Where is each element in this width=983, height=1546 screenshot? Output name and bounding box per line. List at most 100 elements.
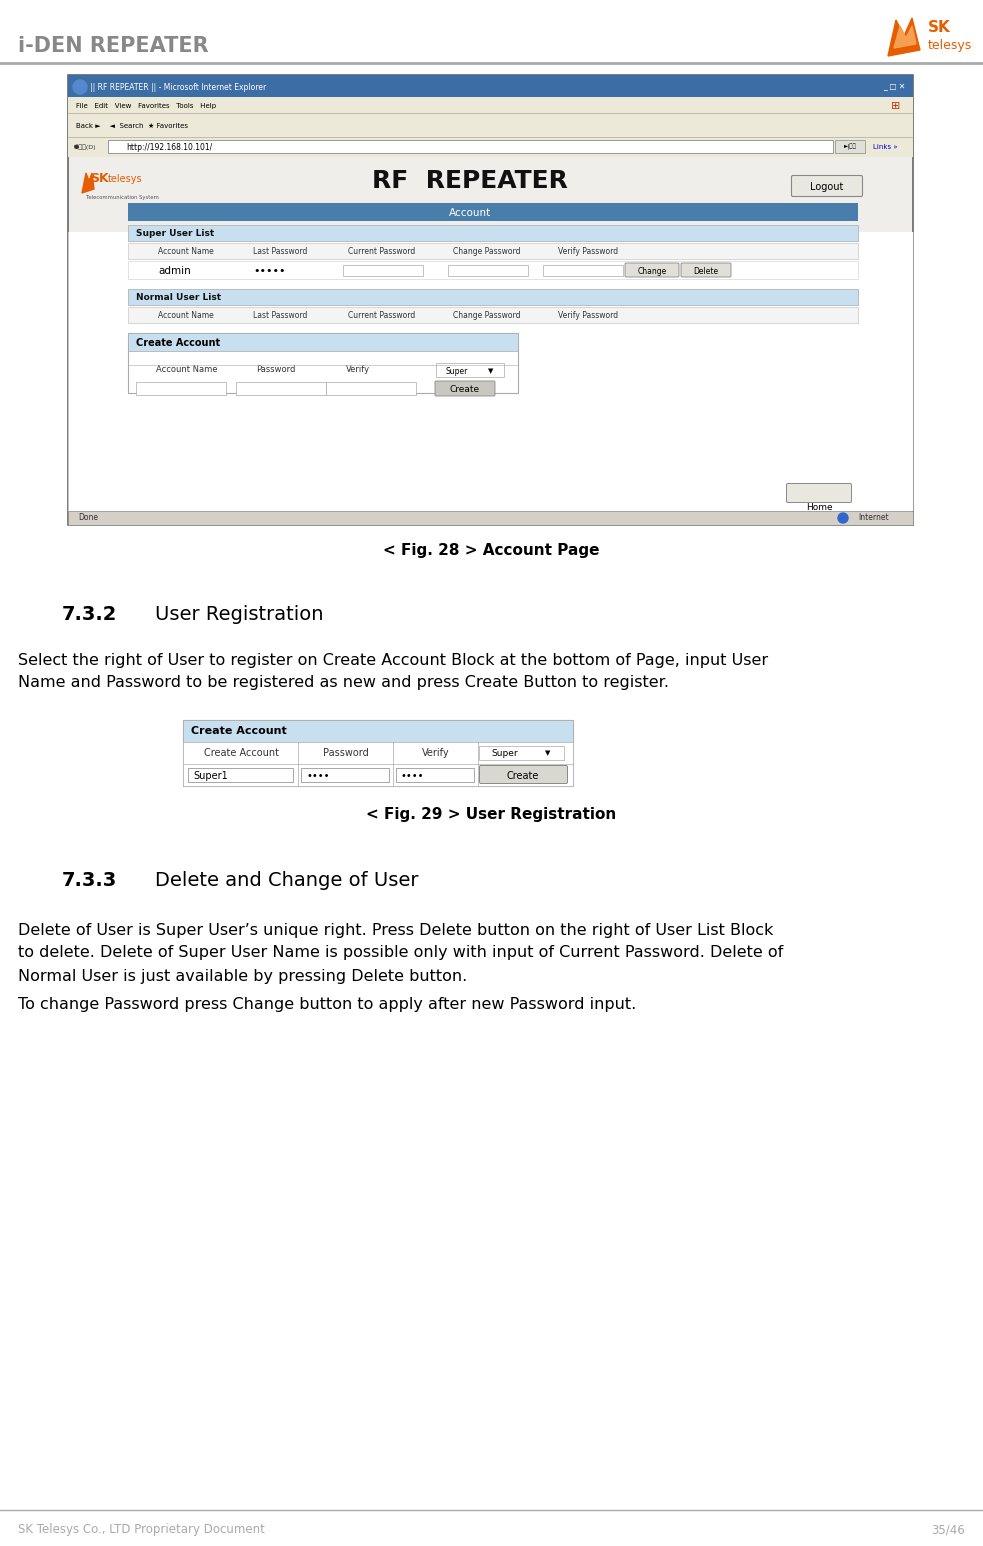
Text: Change: Change (637, 266, 666, 275)
Text: Name and Password to be registered as new and press Create Button to register.: Name and Password to be registered as ne… (18, 676, 669, 691)
FancyBboxPatch shape (480, 765, 567, 784)
Bar (68, 76, 913, 526)
Bar (68, 76, 913, 97)
Text: Create: Create (507, 771, 540, 781)
Bar (128, 243, 858, 260)
Text: 35/46: 35/46 (931, 1523, 965, 1537)
Text: •••••: ••••• (253, 266, 285, 277)
Bar (188, 768, 293, 782)
Bar (479, 747, 564, 761)
Text: SK: SK (90, 173, 109, 186)
Bar (128, 289, 858, 305)
Bar (128, 226, 858, 241)
Bar (128, 332, 518, 351)
Text: ⊞: ⊞ (891, 100, 900, 111)
Bar (183, 720, 573, 742)
Bar (835, 141, 865, 153)
Text: Normal User is just available by pressing Delete button.: Normal User is just available by pressin… (18, 968, 467, 983)
Bar (68, 113, 913, 138)
Polygon shape (82, 173, 94, 193)
Text: ••••: •••• (401, 771, 425, 781)
Bar (68, 232, 913, 512)
Text: Current Password: Current Password (348, 311, 415, 320)
FancyBboxPatch shape (435, 380, 495, 396)
Text: to delete. Delete of Super User Name is possible only with input of Current Pass: to delete. Delete of Super User Name is … (18, 946, 783, 960)
Text: ⭓地址(D): ⭓地址(D) (74, 144, 96, 150)
Text: Back ►    ◄  Search  ★ Favorites: Back ► ◄ Search ★ Favorites (76, 124, 188, 128)
Bar (301, 768, 389, 782)
Text: Super: Super (498, 748, 527, 758)
Text: Create: Create (450, 385, 480, 394)
Bar (543, 264, 623, 277)
Bar (136, 382, 226, 394)
Text: || RF REPEATER || - Microsoft Internet Explorer: || RF REPEATER || - Microsoft Internet E… (90, 82, 266, 91)
Bar (183, 742, 573, 764)
Text: telesys: telesys (108, 175, 143, 184)
Text: SK Telesys Co., LTD Proprietary Document: SK Telesys Co., LTD Proprietary Document (18, 1523, 264, 1537)
Text: Verify: Verify (346, 365, 371, 374)
Text: Verify: Verify (422, 748, 450, 758)
Text: Account Name: Account Name (158, 311, 213, 320)
Bar (343, 264, 423, 277)
Polygon shape (888, 19, 920, 56)
Text: Last Password: Last Password (253, 247, 308, 257)
Text: i-DEN REPEATER: i-DEN REPEATER (18, 36, 208, 56)
Text: Delete and Change of User: Delete and Change of User (155, 870, 419, 889)
Text: Links »: Links » (873, 144, 897, 150)
Text: 7.3.3: 7.3.3 (62, 870, 117, 889)
Text: Create Account: Create Account (136, 339, 220, 348)
Text: Home: Home (806, 504, 833, 513)
Bar (326, 382, 416, 394)
Text: ▼: ▼ (488, 368, 493, 374)
Text: Super1: Super1 (193, 771, 228, 781)
Text: Select the right of User to register on Create Account Block at the bottom of Pa: Select the right of User to register on … (18, 652, 768, 668)
Bar (108, 141, 833, 153)
Text: Change Password: Change Password (453, 311, 521, 320)
Text: 7.3.2: 7.3.2 (62, 606, 117, 625)
FancyBboxPatch shape (786, 484, 851, 502)
Bar (183, 764, 573, 785)
Bar (68, 138, 913, 158)
Text: telesys: telesys (928, 40, 972, 53)
Text: ••••: •••• (306, 771, 329, 781)
Text: Normal User List: Normal User List (136, 294, 221, 303)
Text: Last Password: Last Password (253, 311, 308, 320)
Text: admin: admin (158, 266, 191, 277)
Text: < Fig. 29 > User Registration: < Fig. 29 > User Registration (367, 807, 616, 822)
Text: < Fig. 28 > Account Page: < Fig. 28 > Account Page (383, 543, 600, 558)
Text: Password: Password (256, 365, 295, 374)
Text: http://192.168.10.101/: http://192.168.10.101/ (126, 142, 212, 152)
Text: Change Password: Change Password (453, 247, 521, 257)
Bar (448, 264, 528, 277)
Text: Internet: Internet (858, 513, 889, 523)
Text: Account: Account (449, 209, 492, 218)
Text: File   Edit   View   Favorites   Tools   Help: File Edit View Favorites Tools Help (76, 104, 216, 110)
Text: Delete of User is Super User’s unique right. Press Delete button on the right of: Delete of User is Super User’s unique ri… (18, 923, 774, 937)
Circle shape (73, 80, 87, 94)
Text: Super: Super (446, 366, 468, 376)
Text: Delete: Delete (693, 266, 719, 275)
Text: Password: Password (323, 748, 369, 758)
Text: RF  REPEATER: RF REPEATER (372, 169, 568, 193)
Bar (436, 363, 504, 377)
Circle shape (838, 513, 848, 523)
Bar (128, 308, 858, 323)
Text: Current Password: Current Password (348, 247, 415, 257)
Text: Super User List: Super User List (136, 229, 214, 238)
Text: ▼: ▼ (545, 750, 550, 756)
Text: To change Password press Change button to apply after new Password input.: To change Password press Change button t… (18, 997, 636, 1013)
Bar (128, 261, 858, 278)
Text: Telecommunication System: Telecommunication System (86, 195, 159, 199)
Bar (68, 512, 913, 526)
FancyBboxPatch shape (681, 263, 731, 277)
FancyBboxPatch shape (625, 263, 679, 277)
Text: Logout: Logout (810, 182, 843, 192)
Text: Super: Super (440, 365, 465, 374)
Text: Done: Done (78, 513, 98, 523)
Text: Account Name: Account Name (156, 365, 217, 374)
Bar (128, 332, 518, 393)
Bar (396, 768, 474, 782)
FancyBboxPatch shape (791, 176, 862, 196)
Bar (68, 97, 913, 113)
Text: Create Account: Create Account (203, 748, 278, 758)
